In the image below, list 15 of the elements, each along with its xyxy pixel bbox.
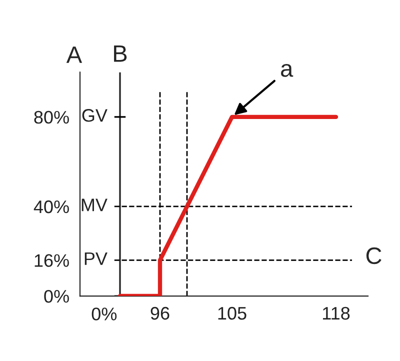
y-tick-label: 40% bbox=[34, 200, 69, 214]
ref-line-label: MV bbox=[82, 198, 108, 212]
x-tick-label: 105 bbox=[218, 306, 246, 320]
y-tick-label: 16% bbox=[34, 254, 69, 267]
y-tick-label: 80% bbox=[34, 110, 69, 124]
ref-line-label: 0% bbox=[92, 308, 117, 320]
y-axis-title: A bbox=[66, 46, 82, 63]
y-tick-label: 0% bbox=[44, 290, 69, 303]
x-tick-label: 96 bbox=[150, 306, 170, 320]
annotation: a bbox=[281, 64, 294, 77]
ref-line-label: PV bbox=[84, 252, 108, 265]
x-tick-label: 118 bbox=[322, 306, 350, 320]
x-axis-title: C bbox=[366, 247, 382, 264]
ref-line-label: GV bbox=[82, 109, 108, 122]
ref-line-label: B bbox=[114, 46, 127, 62]
